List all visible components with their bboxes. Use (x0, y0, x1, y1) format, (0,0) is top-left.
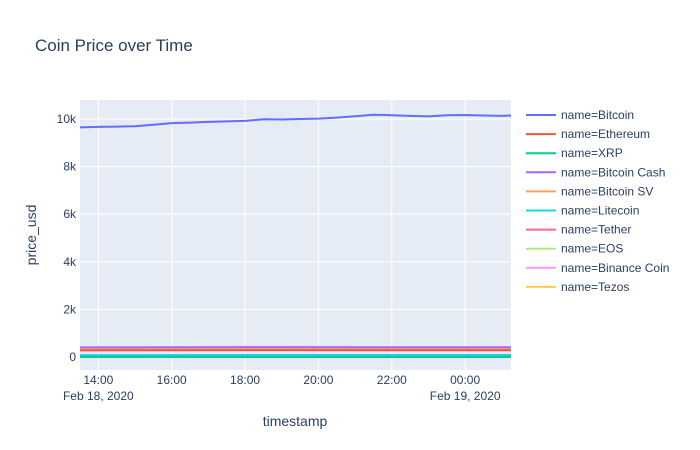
legend-item[interactable]: name=Litecoin (526, 204, 639, 218)
series-lines (79, 113, 512, 358)
legend-label: name=Bitcoin (561, 108, 634, 122)
legend-label: name=Binance Coin (561, 261, 669, 275)
legend-item[interactable]: name=EOS (526, 242, 623, 256)
x-tick-labels: 14:00 Feb 18, 2020 16:00 18:00 20:00 22:00 00:… (63, 373, 501, 403)
chart-title: Coin Price over Time (35, 36, 193, 55)
x-tick-label: 20:00 (303, 373, 333, 387)
x-axis-title: timestamp (263, 413, 328, 429)
x-tick-label: 00:00 (450, 373, 480, 387)
legend: name=Bitcoin name=Ethereum name=XRP name=Bi… (526, 108, 669, 294)
y-tick-label: 10k (57, 112, 77, 126)
y-tick-label: 2k (63, 302, 77, 316)
y-tick-labels: 0 2k 4k 6k 8k 10k (57, 112, 77, 364)
legend-label: name=XRP (561, 146, 623, 160)
legend-item[interactable]: name=Tether (526, 223, 631, 237)
legend-label: name=Ethereum (561, 127, 650, 141)
y-tick-label: 8k (63, 160, 77, 174)
legend-label: name=Tezos (561, 280, 629, 294)
x-tick-label: 16:00 (157, 373, 187, 387)
y-tick-label: 4k (63, 255, 77, 269)
legend-label: name=EOS (561, 242, 623, 256)
x-tick-label: 22:00 (377, 373, 407, 387)
y-tick-label: 6k (63, 207, 77, 221)
legend-item[interactable]: name=Bitcoin (526, 108, 634, 122)
legend-label: name=Tether (561, 223, 631, 237)
x-tick-sublabel: Feb 18, 2020 (63, 389, 134, 403)
legend-label: name=Bitcoin Cash (561, 165, 665, 179)
legend-item[interactable]: name=Tezos (526, 280, 629, 294)
legend-item[interactable]: name=Bitcoin SV (526, 184, 653, 198)
legend-item[interactable]: name=Ethereum (526, 127, 650, 141)
legend-label: name=Litecoin (561, 204, 639, 218)
x-tick-label: 18:00 (230, 373, 260, 387)
legend-item[interactable]: name=XRP (526, 146, 623, 160)
x-tick-label: 14:00 (83, 373, 113, 387)
legend-item[interactable]: name=Bitcoin Cash (526, 165, 665, 179)
x-tick-sublabel: Feb 19, 2020 (430, 389, 501, 403)
legend-label: name=Bitcoin SV (561, 184, 653, 198)
series-line[interactable] (79, 113, 512, 129)
y-tick-label: 0 (69, 350, 76, 364)
y-axis-title: price_usd (23, 205, 39, 266)
legend-item[interactable]: name=Binance Coin (526, 261, 669, 275)
plot-area[interactable] (80, 100, 511, 370)
